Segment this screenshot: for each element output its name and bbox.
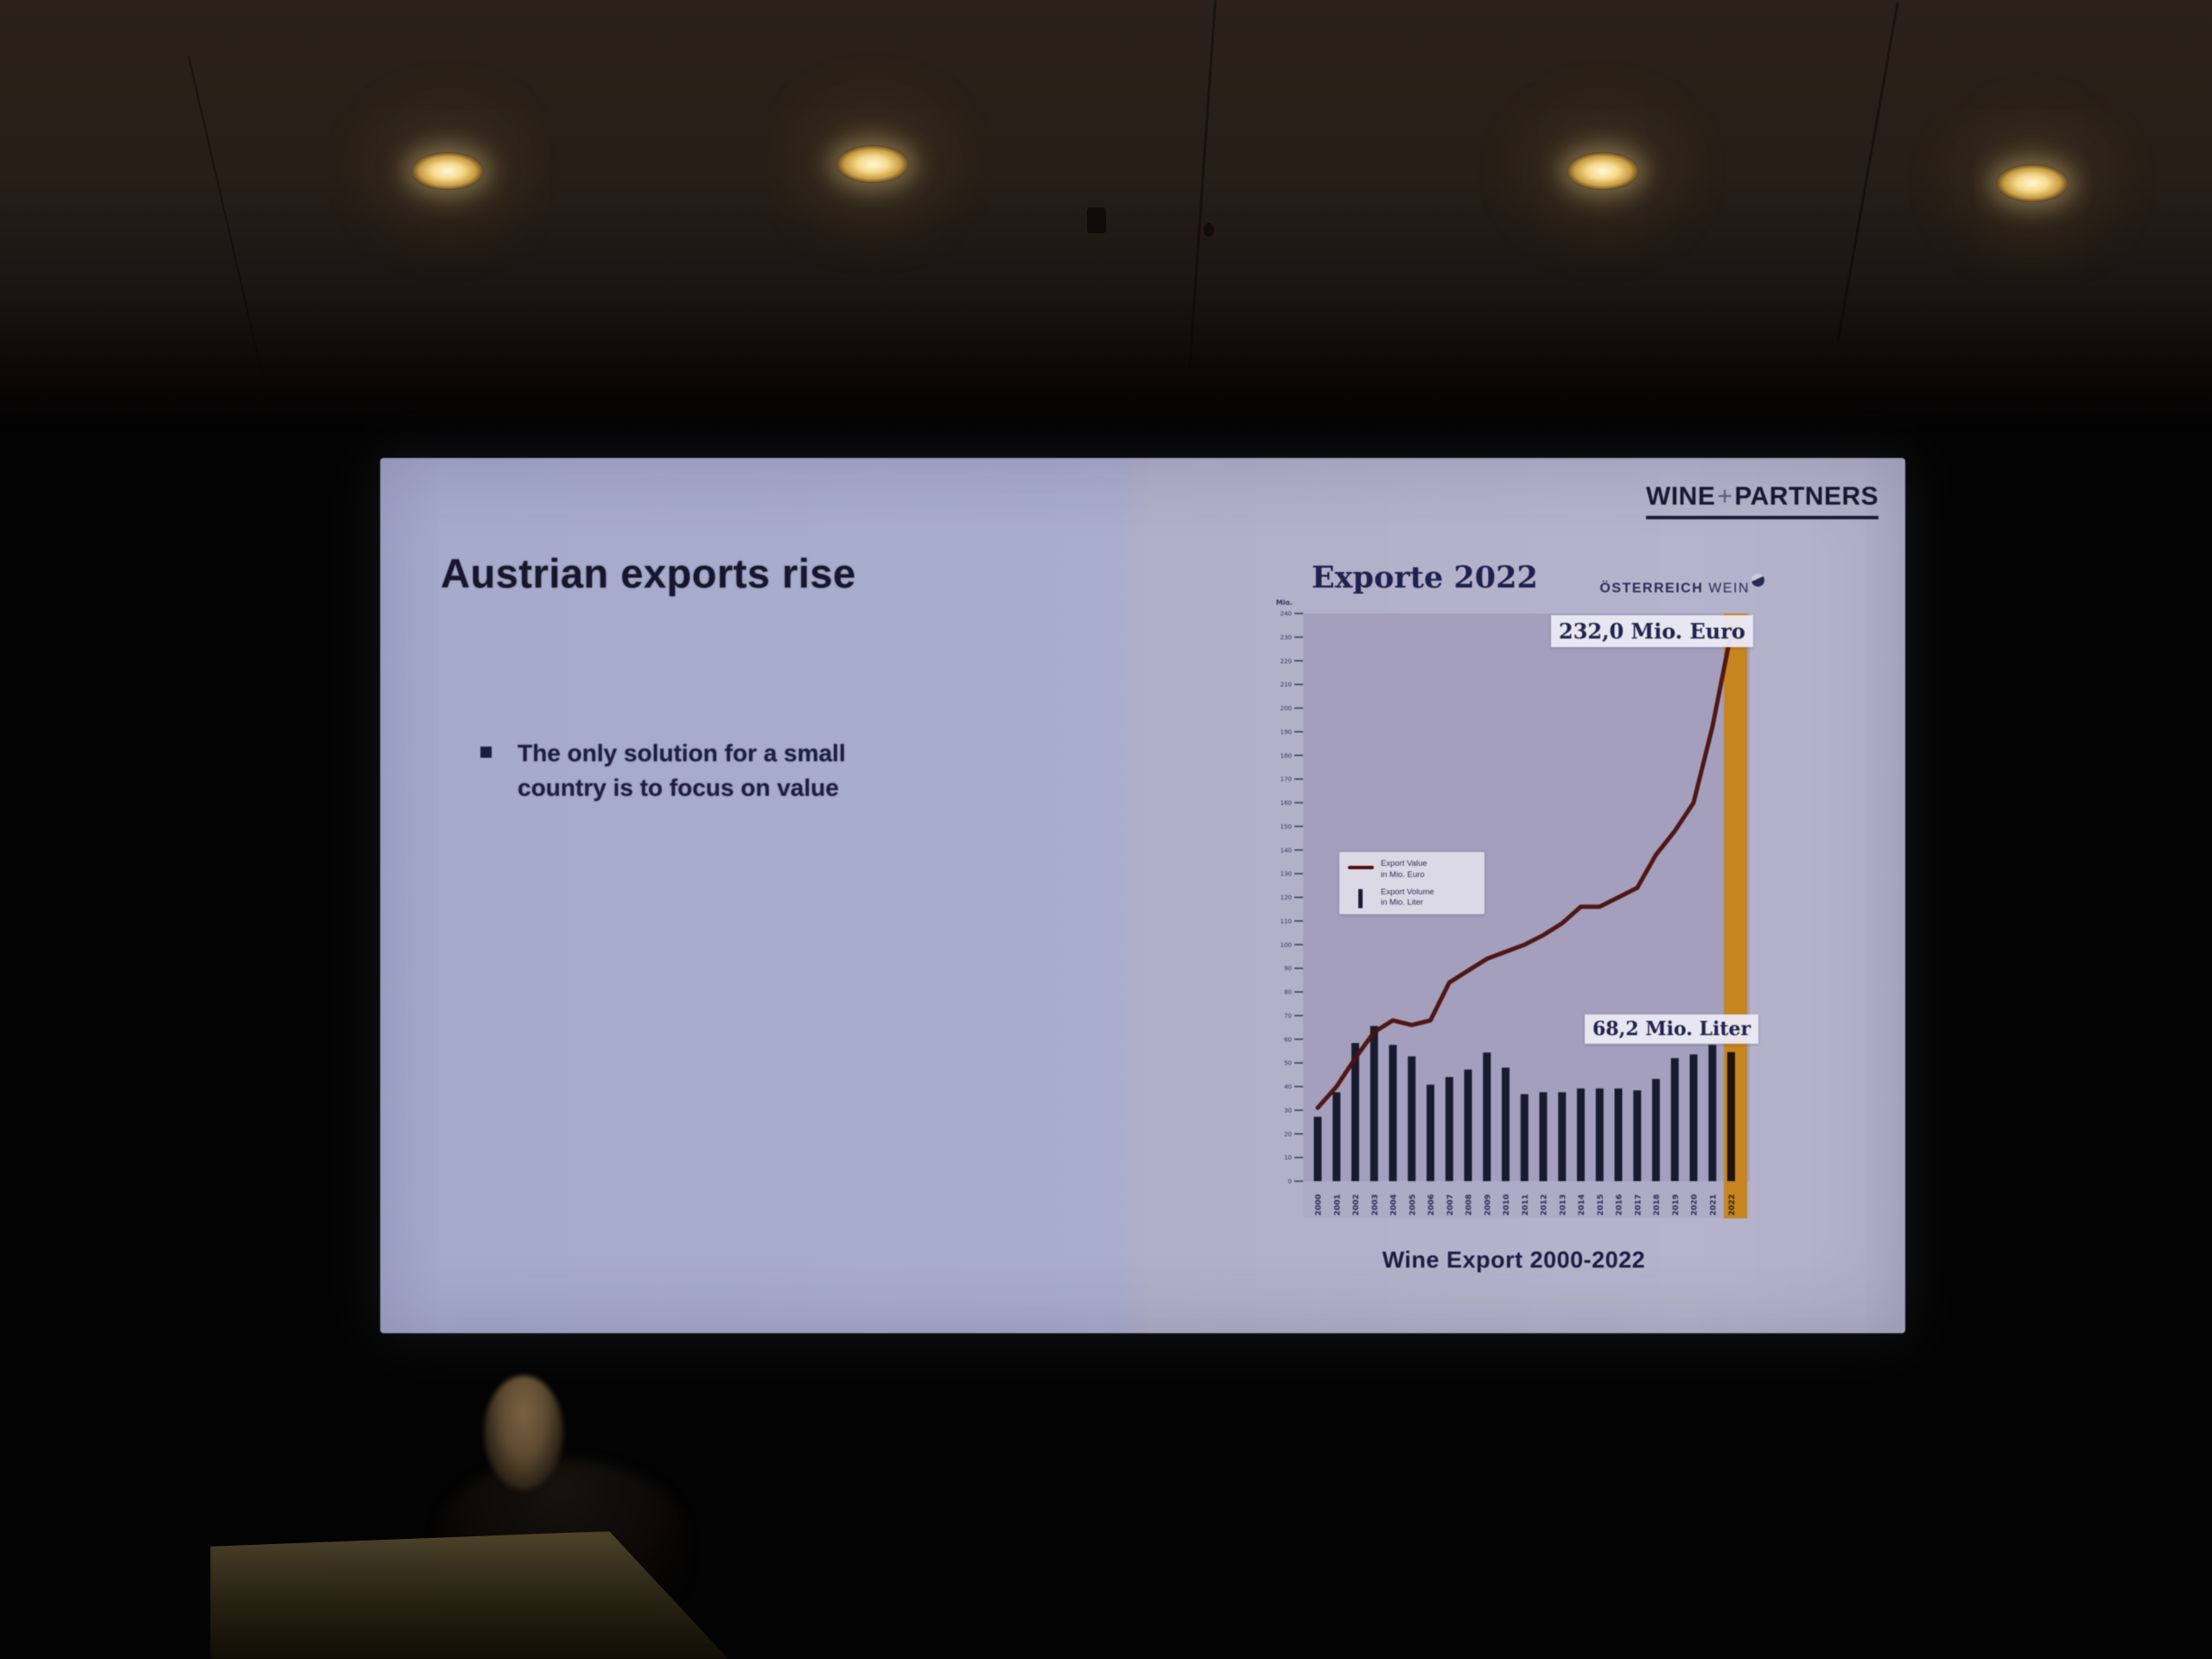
legend-value-line2: in Mio. Euro: [1381, 869, 1425, 880]
svg-text:200: 200: [1281, 705, 1292, 712]
legend-value-line1: Export Value: [1381, 859, 1427, 868]
brand-wine: WINE: [1646, 482, 1716, 511]
svg-text:160: 160: [1281, 800, 1292, 807]
slide-title: Austrian exports rise: [441, 550, 856, 596]
svg-text:2013: 2013: [1559, 1194, 1567, 1216]
bullet-line-2: country is to focus on value: [518, 773, 839, 801]
svg-text:2016: 2016: [1616, 1194, 1624, 1216]
svg-text:2018: 2018: [1653, 1194, 1662, 1216]
svg-text:180: 180: [1281, 753, 1292, 760]
svg-text:2009: 2009: [1484, 1194, 1492, 1216]
svg-text:Mio.: Mio.: [1276, 599, 1293, 607]
bar-swatch-icon: [1358, 888, 1363, 908]
svg-text:190: 190: [1281, 728, 1292, 735]
svg-text:240: 240: [1281, 611, 1292, 618]
chart-title: Exporte 2022: [1312, 560, 1538, 595]
audience-person-head-silhouette: [484, 1376, 563, 1490]
svg-text:80: 80: [1284, 989, 1292, 996]
svg-text:2003: 2003: [1371, 1194, 1380, 1216]
ceiling-seam: [1836, 2, 1899, 344]
svg-text:2017: 2017: [1634, 1194, 1643, 1216]
svg-text:150: 150: [1281, 823, 1292, 830]
svg-text:2020: 2020: [1691, 1194, 1700, 1216]
oew-swirl-icon: [1751, 574, 1764, 587]
svg-text:120: 120: [1281, 894, 1292, 901]
line-swatch-icon: [1348, 866, 1374, 869]
svg-text:2004: 2004: [1390, 1194, 1399, 1216]
svg-text:90: 90: [1284, 965, 1292, 972]
svg-text:100: 100: [1281, 942, 1292, 949]
ceiling-seam: [188, 55, 264, 377]
svg-text:2006: 2006: [1427, 1194, 1436, 1216]
svg-text:70: 70: [1284, 1013, 1292, 1020]
brand-partners: PARTNERS: [1734, 482, 1879, 511]
svg-text:0: 0: [1288, 1179, 1292, 1185]
bullet-text: The only solution for a small country is…: [518, 736, 846, 805]
legend-label: Export Value in Mio. Euro: [1381, 859, 1427, 881]
legend-label: Export Volume in Mio. Liter: [1381, 887, 1434, 910]
svg-text:2008: 2008: [1465, 1194, 1474, 1216]
svg-text:230: 230: [1281, 634, 1292, 641]
chart-legend: Export Value in Mio. Euro Export Volume …: [1339, 852, 1484, 915]
svg-text:30: 30: [1284, 1107, 1292, 1114]
legend-volume-line2: in Mio. Liter: [1381, 898, 1424, 908]
ceiling-sensor: [1204, 223, 1214, 237]
svg-text:2000: 2000: [1315, 1194, 1324, 1216]
oew-logo-bold: ÖSTERREICH: [1599, 581, 1704, 596]
svg-text:50: 50: [1284, 1060, 1292, 1067]
wine-export-combo-chart: Mio. 0 10 20 30 40 50 60 70 80 90 100 110 120 130 140 15…: [1276, 599, 1750, 1218]
svg-text:140: 140: [1281, 847, 1292, 854]
svg-text:2012: 2012: [1541, 1194, 1549, 1216]
svg-text:2002: 2002: [1352, 1194, 1361, 1216]
svg-text:60: 60: [1284, 1036, 1292, 1043]
spotlight-glow: [1996, 164, 2069, 202]
svg-text:2019: 2019: [1672, 1194, 1681, 1216]
svg-text:2001: 2001: [1333, 1194, 1342, 1216]
svg-text:40: 40: [1284, 1084, 1292, 1090]
chart-caption: Wine Export 2000-2022: [1382, 1247, 1646, 1273]
legend-volume-line1: Export Volume: [1381, 887, 1434, 897]
wine-partners-logo: WINE+PARTNERS: [1646, 482, 1879, 519]
svg-text:2014: 2014: [1578, 1194, 1586, 1216]
ceiling-spotlight: [836, 57, 909, 183]
svg-text:2022: 2022: [1728, 1194, 1737, 1216]
oew-logo-light: WEIN: [1708, 581, 1750, 596]
svg-text:110: 110: [1281, 918, 1292, 925]
annotation-volume-2022: 68,2 Mio. Liter: [1585, 1014, 1759, 1044]
ceiling-projector-device: [1087, 207, 1106, 233]
wine-export-chart-block: Exporte 2022 ÖSTERREICH WEIN Mio. 0 10 20 30…: [1263, 560, 1764, 1303]
svg-text:10: 10: [1284, 1154, 1292, 1161]
ceiling-seam: [1188, 0, 1217, 372]
svg-text:2010: 2010: [1503, 1194, 1511, 1216]
brand-plus: +: [1717, 482, 1733, 511]
svg-text:130: 130: [1281, 871, 1292, 878]
svg-text:20: 20: [1284, 1131, 1292, 1138]
ceiling-spotlight: [1996, 73, 2069, 202]
ceiling: [0, 0, 2212, 432]
spotlight-glow: [411, 152, 484, 190]
legend-entry-export-volume: Export Volume in Mio. Liter: [1348, 887, 1479, 910]
oesterreich-wein-logo: ÖSTERREICH WEIN: [1599, 574, 1764, 596]
bullet-square-icon: [480, 747, 492, 758]
svg-text:170: 170: [1281, 776, 1292, 783]
svg-text:2011: 2011: [1522, 1194, 1530, 1216]
svg-text:220: 220: [1281, 658, 1292, 664]
projection-screen-slide: WINE+PARTNERS Austrian exports rise The …: [380, 458, 1905, 1333]
svg-text:210: 210: [1281, 682, 1292, 689]
legend-entry-export-value: Export Value in Mio. Euro: [1348, 859, 1479, 881]
svg-text:2021: 2021: [1709, 1194, 1718, 1216]
svg-text:2007: 2007: [1446, 1194, 1455, 1216]
spotlight-glow: [836, 145, 909, 183]
bullet-line-1: The only solution for a small: [518, 740, 846, 766]
svg-text:2005: 2005: [1408, 1194, 1417, 1216]
svg-text:2015: 2015: [1597, 1194, 1605, 1216]
spotlight-glow: [1567, 152, 1639, 190]
ceiling-spotlight: [1567, 62, 1639, 190]
annotation-value-2022: 232,0 Mio. Euro: [1551, 615, 1753, 647]
bullet-item: The only solution for a small country is…: [480, 736, 930, 805]
ceiling-spotlight: [411, 60, 484, 190]
